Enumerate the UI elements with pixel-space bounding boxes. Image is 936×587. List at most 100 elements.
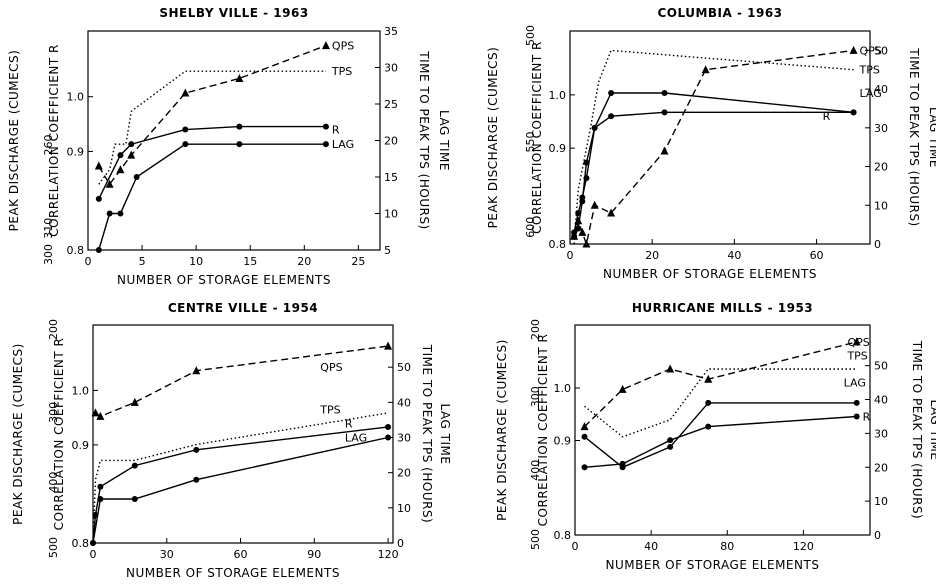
- series-line-lag: [584, 402, 857, 469]
- chart-title: COLUMBIA - 1963: [657, 6, 782, 20]
- peak-tick-label: 400: [47, 472, 60, 493]
- x-tick-label: 60: [810, 249, 824, 262]
- right-tick-label: 50: [397, 361, 411, 374]
- series-line-lag: [92, 436, 389, 544]
- series-line-tps: [92, 412, 389, 544]
- right-tick-label: 0: [874, 529, 881, 542]
- chart-title: SHELBY VILLE - 1963: [159, 6, 308, 20]
- x-tick-label: 0: [567, 249, 574, 262]
- series-label-qps: QPS: [847, 336, 869, 349]
- right-tick-label: 40: [874, 83, 888, 96]
- peak-tick-label: 200: [47, 319, 60, 340]
- right-tick-label: 0: [874, 238, 881, 251]
- data-point-qps: [116, 165, 125, 174]
- corr-tick-label: 0.9: [72, 439, 90, 452]
- x-tick-label: 120: [793, 540, 814, 553]
- panel-columbia-1963: COLUMBIA - 1963 0 20 40 60 NUMBER OF STORAGE …: [486, 6, 936, 281]
- corr-tick-label: 0.8: [549, 238, 567, 251]
- data-point-qps: [607, 208, 616, 217]
- right-tick-label: 30: [384, 62, 398, 75]
- x-tick-label: 80: [720, 540, 734, 553]
- x-tick-label: 20: [297, 255, 311, 268]
- peak-axis-label: PEAK DISCHARGE (CUMECS): [11, 343, 25, 525]
- peak-tick-label: 310: [42, 218, 55, 239]
- data-point-qps: [127, 150, 136, 159]
- data-point-qps: [582, 239, 591, 248]
- lag-axis-label: LAG TIME: [927, 107, 936, 168]
- x-axis-label: NUMBER OF STORAGE ELEMENTS: [117, 273, 331, 287]
- right-axis-label: TIME TO PEAK TPS (HOURS): [420, 344, 434, 524]
- data-point-r: [322, 123, 329, 130]
- data-point-qps: [181, 88, 190, 97]
- series-tps: TPS: [92, 403, 389, 544]
- series-qps: QPS: [94, 40, 354, 188]
- data-point-r: [850, 109, 857, 116]
- right-tick-label: 20: [397, 467, 411, 480]
- series-line-r: [98, 125, 326, 200]
- corr-axis-label: CORRELATION COEFFICIENT R: [47, 44, 61, 237]
- peak-tick-label: 550: [524, 132, 537, 153]
- corr-tick-label: 1.0: [549, 89, 567, 102]
- series-label-lag: LAG: [844, 377, 866, 390]
- x-tick-label: 15: [243, 255, 257, 268]
- data-point-r: [608, 113, 615, 120]
- data-point-lag: [193, 476, 200, 483]
- data-point-qps: [618, 384, 627, 393]
- data-point-lag: [117, 210, 124, 217]
- x-tick-label: 10: [189, 255, 203, 268]
- x-tick-label: 25: [351, 255, 365, 268]
- series-line-r: [92, 426, 389, 544]
- right-axis-label: TIME TO PEAK TPS (HOURS): [910, 340, 924, 520]
- data-point-r: [131, 462, 138, 469]
- peak-tick-label: 300: [47, 402, 60, 423]
- right-tick-label: 30: [874, 427, 888, 440]
- series-line-lag: [98, 143, 326, 251]
- series-lag: LAG: [95, 138, 354, 253]
- data-point-r: [182, 126, 189, 133]
- right-tick-label: 20: [874, 461, 888, 474]
- corr-tick-label: 0.9: [554, 435, 572, 448]
- series-line-qps: [98, 44, 327, 186]
- series-label-qps: QPS: [320, 361, 342, 374]
- right-tick-label: 5: [384, 244, 391, 257]
- data-point-qps: [91, 408, 100, 417]
- x-tick-label: 20: [645, 249, 659, 262]
- peak-tick-label: 500: [524, 25, 537, 46]
- series-label-r: R: [863, 410, 871, 423]
- x-tick-label: 40: [644, 540, 658, 553]
- right-tick-label: 10: [874, 495, 888, 508]
- data-point-lag: [106, 210, 113, 217]
- right-axis-label: TIME TO PEAK TPS (HOURS): [907, 47, 921, 227]
- corr-tick-label: 1.0: [67, 91, 85, 104]
- series-line-qps: [584, 341, 857, 428]
- data-point-qps: [704, 374, 713, 383]
- peak-tick-label: 300: [42, 244, 55, 265]
- data-point-lag: [133, 174, 140, 180]
- series-label-tps: TPS: [846, 349, 867, 362]
- data-point-qps: [852, 337, 861, 346]
- data-point-qps: [660, 146, 669, 155]
- corr-axis-label: CORRELATION COEFFICIENT R: [52, 338, 66, 531]
- peak-axis-label: PEAK DISCHARGE (CUMECS): [7, 50, 21, 232]
- series-line-tps: [573, 49, 854, 245]
- x-axis-label: NUMBER OF STORAGE ELEMENTS: [606, 558, 820, 572]
- data-point-lag: [853, 399, 860, 406]
- panel-centre-ville-1954: CENTRE VILLE - 1954 0 30 60 90 120 NUMBER OF S…: [11, 301, 452, 580]
- series-label-lag: LAG: [332, 138, 354, 151]
- data-point-r: [95, 195, 102, 202]
- right-tick-label: 30: [397, 432, 411, 445]
- corr-tick-label: 0.9: [67, 145, 85, 158]
- right-tick-label: 50: [874, 360, 888, 373]
- data-point-qps: [578, 227, 587, 236]
- lag-axis-label: LAG TIME: [437, 110, 451, 171]
- peak-axis-label: PEAK DISCHARGE (CUMECS): [486, 47, 500, 229]
- data-point-lag: [236, 141, 243, 148]
- data-point-r: [385, 423, 392, 430]
- data-point-r: [193, 446, 200, 453]
- right-tick-label: 40: [397, 396, 411, 409]
- corr-tick-label: 0.8: [67, 244, 85, 257]
- series-tps: TPS: [584, 349, 868, 438]
- corr-tick-label: 0.8: [554, 529, 572, 542]
- right-tick-label: 10: [874, 199, 888, 212]
